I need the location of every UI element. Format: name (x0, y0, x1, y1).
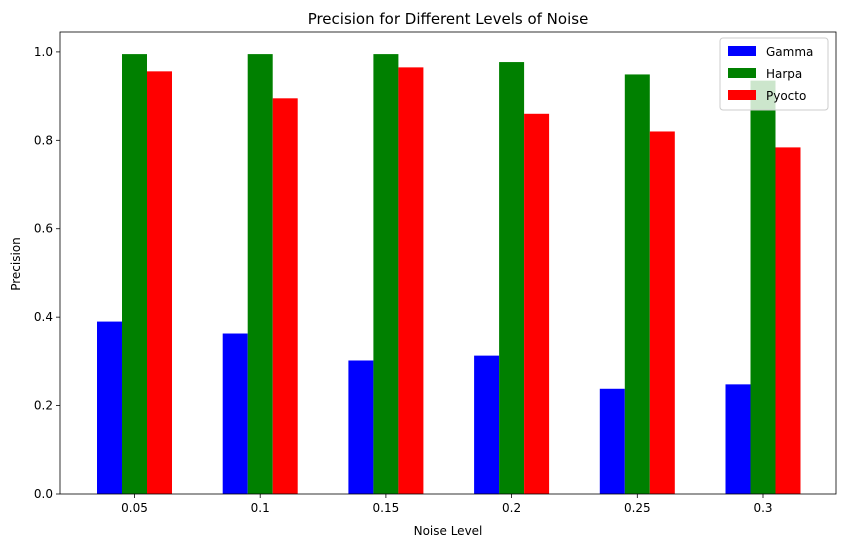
bar-pyocto-0.25 (649, 131, 675, 494)
bar-pyocto-0.2 (524, 113, 550, 494)
bars-layer (97, 54, 801, 495)
legend-label-harpa: Harpa (766, 67, 802, 81)
x-tick-label: 0.15 (373, 501, 400, 515)
y-tick-label: 0.6 (34, 222, 53, 236)
legend: Gamma Harpa Pyocto (719, 37, 829, 111)
bar-pyocto-0.1 (272, 98, 298, 494)
x-axis-label: Noise Level (414, 524, 483, 538)
axes-layer: 0.05 0.1 0.15 0.2 0.25 0.3 0.0 0.2 0.4 0.6 0.8 1.0 (34, 31, 837, 515)
y-axis-label: Precision (9, 237, 23, 291)
bar-harpa-0.15 (373, 54, 399, 495)
x-tick-label: 0.3 (753, 501, 772, 515)
bar-harpa-0.05 (122, 54, 147, 495)
legend-label-pyocto: Pyocto (766, 89, 806, 103)
x-tick-label: 0.2 (502, 501, 521, 515)
bar-gamma-0.15 (348, 360, 374, 494)
bar-harpa-0.25 (624, 74, 650, 494)
legend-swatch-harpa (728, 68, 756, 78)
bar-gamma-0.2 (474, 355, 500, 494)
bar-gamma-0.1 (222, 333, 248, 494)
bar-pyocto-0.15 (398, 67, 424, 495)
x-tick-label: 0.1 (251, 501, 270, 515)
y-tick-label: 1.0 (34, 45, 53, 59)
y-tick-label: 0.4 (34, 310, 53, 324)
plot-frame (59, 31, 837, 495)
legend-swatch-gamma (728, 46, 756, 56)
y-tick-label: 0.0 (34, 487, 53, 501)
bar-gamma-0.25 (599, 388, 625, 494)
y-tick-label: 0.8 (34, 133, 53, 147)
bar-gamma-0.3 (725, 384, 751, 494)
bar-harpa-0.1 (247, 54, 273, 495)
legend-label-gamma: Gamma (766, 45, 813, 59)
bar-harpa-0.3 (750, 80, 776, 494)
bar-gamma-0.05 (97, 321, 122, 494)
x-tick-label: 0.05 (121, 501, 148, 515)
bar-pyocto-0.3 (775, 147, 801, 495)
x-tick-label: 0.25 (624, 501, 651, 515)
chart-title: Precision for Different Levels of Noise (308, 10, 589, 28)
y-tick-label: 0.2 (34, 399, 53, 413)
legend-swatch-pyocto (728, 90, 756, 100)
bar-harpa-0.2 (499, 62, 525, 494)
bar-pyocto-0.05 (147, 71, 172, 495)
